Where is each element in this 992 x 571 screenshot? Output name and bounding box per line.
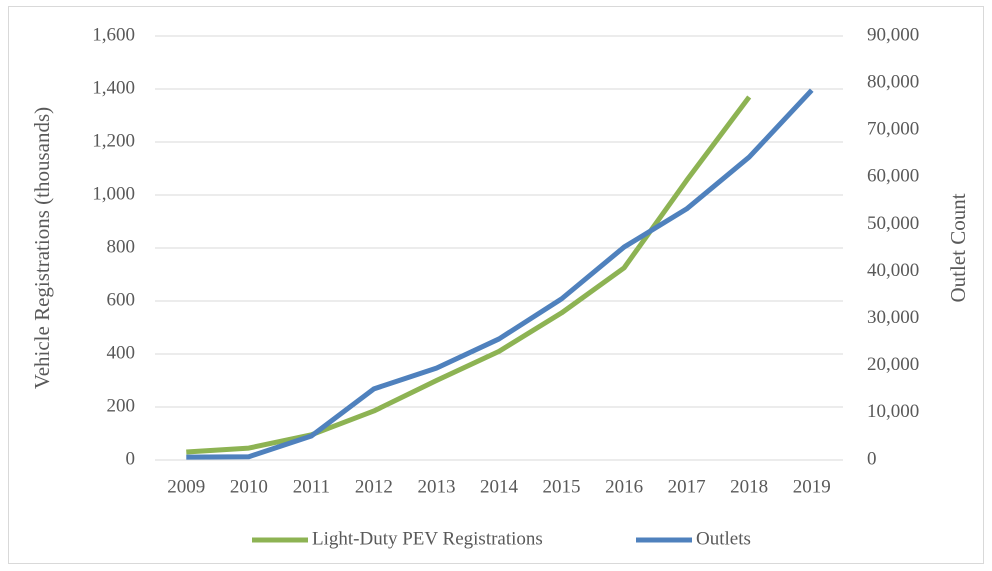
y-tick-label: 800	[107, 236, 136, 257]
x-tick-label: 2017	[668, 476, 706, 497]
y2-tick-label: 50,000	[867, 213, 919, 234]
y-tick-label: 1,400	[92, 77, 135, 98]
y-tick-label: 1,200	[92, 130, 135, 151]
legend-label: Outlets	[696, 528, 751, 549]
x-tick-label: 2014	[480, 476, 519, 497]
y-tick-label: 1,000	[92, 183, 135, 204]
y-axis-label: Vehicle Registrations (thousands)	[30, 107, 54, 389]
x-tick-label: 2012	[355, 476, 393, 497]
series-line	[186, 95, 752, 455]
x-tick-label: 2009	[167, 476, 205, 497]
y-tick-label: 1,600	[92, 24, 135, 45]
y2-tick-label: 40,000	[867, 260, 919, 281]
x-tick-label: 2016	[605, 476, 643, 497]
y-tick-label: 0	[126, 448, 136, 469]
y2-tick-label: 30,000	[867, 307, 919, 328]
y-tick-label: 200	[107, 395, 136, 416]
chart-border	[8, 6, 984, 564]
y-tick-label: 600	[107, 289, 136, 310]
legend-label: Light-Duty PEV Registrations	[312, 528, 543, 549]
x-tick-label: 2010	[230, 476, 268, 497]
y2-tick-label: 10,000	[867, 401, 919, 422]
y-tick-label: 400	[107, 342, 136, 363]
x-tick-label: 2011	[293, 476, 330, 497]
series-line	[186, 88, 814, 460]
y2-tick-label: 80,000	[867, 71, 919, 92]
y2-tick-label: 60,000	[867, 166, 919, 187]
x-tick-label: 2019	[793, 476, 831, 497]
x-tick-label: 2015	[543, 476, 581, 497]
y2-tick-label: 70,000	[867, 119, 919, 140]
y2-axis-label: Outlet Count	[946, 193, 970, 302]
y2-tick-label: 0	[867, 448, 877, 469]
y2-tick-label: 20,000	[867, 354, 919, 375]
x-tick-label: 2013	[417, 476, 455, 497]
y2-tick-label: 90,000	[867, 24, 919, 45]
x-tick-label: 2018	[730, 476, 768, 497]
